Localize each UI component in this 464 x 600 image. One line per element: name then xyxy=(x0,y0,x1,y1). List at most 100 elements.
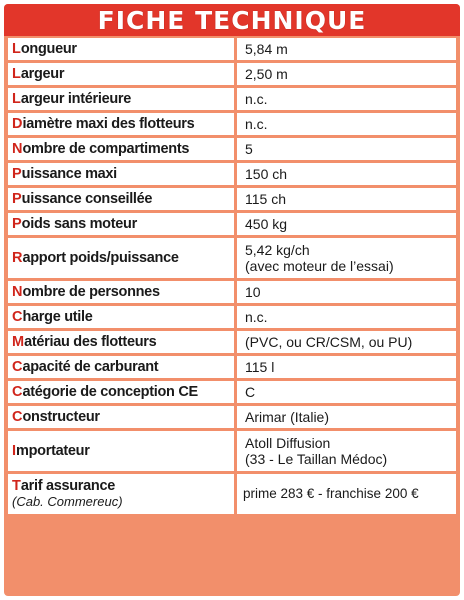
row-label-cell: Catégorie de conception CE xyxy=(8,381,234,403)
table-row: Poids sans moteur 450 kg xyxy=(8,213,456,235)
row-value-line2: (avec moteur de l’essai) xyxy=(245,258,394,274)
row-value-cell: 5 xyxy=(237,138,456,160)
row-value: Atoll Diffusion xyxy=(245,435,331,451)
row-label: Capacité de carburant xyxy=(12,359,159,375)
row-sublabel: (Cab. Commereuc) xyxy=(12,494,123,509)
row-label-cell: Importateur xyxy=(8,431,234,471)
row-value: (PVC, ou CR/CSM, ou PU) xyxy=(245,334,413,350)
row-value: 5,42 kg/ch xyxy=(245,242,310,258)
row-label-rest: arif assurance xyxy=(20,478,115,494)
row-label-cell: Rapport poids/puissance xyxy=(8,238,234,278)
row-label: Longueur xyxy=(12,41,77,57)
row-value: Arimar (Italie) xyxy=(245,409,330,425)
row-label-initial: L xyxy=(12,66,21,82)
row-value: n.c. xyxy=(245,116,268,132)
sheet-title: FICHE TECHNIQUE xyxy=(97,5,367,35)
table-row: Longueur 5,84 m xyxy=(8,38,456,60)
row-label: Puissance conseillée xyxy=(12,191,152,207)
row-value-cell: 450 kg xyxy=(237,213,456,235)
row-label-rest: argeur xyxy=(20,66,65,82)
row-value: 2,50 m xyxy=(245,66,288,82)
spec-table: Longueur 5,84 m Largeur 2,50 m Largeur intér… xyxy=(8,38,456,517)
row-label-initial: L xyxy=(12,41,21,57)
row-label-cell: Puissance conseillée xyxy=(8,188,234,210)
table-row: Charge utile n.c. xyxy=(8,306,456,328)
row-label-initial: C xyxy=(12,359,23,375)
row-label-rest: atériau des flotteurs xyxy=(24,334,157,350)
row-value-cell: Arimar (Italie) xyxy=(237,406,456,428)
row-label: Poids sans moteur xyxy=(12,216,137,232)
row-label-initial: C xyxy=(12,409,23,425)
row-label-initial: L xyxy=(12,91,21,107)
row-label-rest: atégorie de conception CE xyxy=(22,384,198,400)
row-label-initial: P xyxy=(12,166,22,182)
row-label-rest: ombre de personnes xyxy=(22,284,160,300)
row-value: 150 ch xyxy=(245,166,288,182)
row-value-cell: C xyxy=(237,381,456,403)
row-value-cell: 5,42 kg/ch (avec moteur de l’essai) xyxy=(237,238,456,278)
row-label-rest: argeur intérieure xyxy=(20,91,131,107)
title-bar: FICHE TECHNIQUE xyxy=(4,4,460,36)
row-label-rest: ongueur xyxy=(20,41,77,57)
row-label: Diamètre maxi des flotteurs xyxy=(12,116,195,132)
row-value-cell: 115 l xyxy=(237,356,456,378)
row-label-cell: Constructeur xyxy=(8,406,234,428)
row-label: Constructeur xyxy=(12,409,100,425)
row-label-cell: Nombre de compartiments xyxy=(8,138,234,160)
row-label: Puissance maxi xyxy=(12,166,117,182)
row-value: n.c. xyxy=(245,309,268,325)
row-label-cell: Largeur intérieure xyxy=(8,88,234,110)
table-row: Largeur intérieure n.c. xyxy=(8,88,456,110)
row-label-initial: R xyxy=(12,250,23,266)
row-label-rest: uissance maxi xyxy=(21,166,118,182)
row-label: Charge utile xyxy=(12,309,93,325)
row-label-rest: apacité de carburant xyxy=(22,359,159,375)
row-label: Nombre de compartiments xyxy=(12,141,189,157)
table-row: Importateur Atoll Diffusion (33 - Le Taill… xyxy=(8,431,456,471)
table-row: Matériau des flotteurs (PVC, ou CR/CSM, o… xyxy=(8,331,456,353)
row-value-cell: 115 ch xyxy=(237,188,456,210)
table-row: Nombre de compartiments 5 xyxy=(8,138,456,160)
row-value: 450 kg xyxy=(245,216,288,232)
row-value-cell: 2,50 m xyxy=(237,63,456,85)
row-label: Nombre de personnes xyxy=(12,284,160,300)
row-label: Matériau des flotteurs xyxy=(12,334,157,350)
row-label-rest: onstructeur xyxy=(22,409,100,425)
row-label-cell: Nombre de personnes xyxy=(8,281,234,303)
row-label-rest: mportateur xyxy=(16,443,90,459)
row-label: Importateur xyxy=(12,443,90,459)
row-label-cell: Diamètre maxi des flotteurs xyxy=(8,113,234,135)
row-label-initial: P xyxy=(12,191,22,207)
row-label-cell: Capacité de carburant xyxy=(8,356,234,378)
table-row: Nombre de personnes 10 xyxy=(8,281,456,303)
row-value-cell: (PVC, ou CR/CSM, ou PU) xyxy=(237,331,456,353)
row-value: 115 ch xyxy=(245,191,286,207)
row-label-rest: ombre de compartiments xyxy=(22,141,190,157)
row-value-cell: 5,84 m xyxy=(237,38,456,60)
row-label-cell: Longueur xyxy=(8,38,234,60)
row-label-rest: oids sans moteur xyxy=(21,216,138,232)
row-label-cell: Matériau des flotteurs xyxy=(8,331,234,353)
row-label-initial: P xyxy=(12,216,22,232)
row-label: Largeur intérieure xyxy=(12,91,131,107)
table-row: Diamètre maxi des flotteurs n.c. xyxy=(8,113,456,135)
row-label-rest: harge utile xyxy=(22,309,93,325)
row-label-initial: C xyxy=(12,384,23,400)
table-row: Tarif assurance (Cab. Commereuc) prime 283… xyxy=(8,474,456,514)
row-label-initial: M xyxy=(12,334,25,350)
row-value-line2: (33 - Le Taillan Médoc) xyxy=(245,451,388,467)
table-row: Catégorie de conception CE C xyxy=(8,381,456,403)
row-value: n.c. xyxy=(245,91,268,107)
row-value-cell: prime 283 € - franchise 200 € xyxy=(237,474,456,514)
table-row: Capacité de carburant 115 l xyxy=(8,356,456,378)
row-label-cell: Largeur xyxy=(8,63,234,85)
table-row: Rapport poids/puissance 5,42 kg/ch (avec m… xyxy=(8,238,456,278)
row-label-rest: uissance conseillée xyxy=(21,191,153,207)
row-value-cell: 150 ch xyxy=(237,163,456,185)
row-label-cell: Poids sans moteur xyxy=(8,213,234,235)
row-label-initial: C xyxy=(12,309,23,325)
row-label-initial: T xyxy=(12,478,21,494)
row-label-initial: I xyxy=(12,443,17,459)
table-row: Constructeur Arimar (Italie) xyxy=(8,406,456,428)
table-row: Puissance maxi 150 ch xyxy=(8,163,456,185)
